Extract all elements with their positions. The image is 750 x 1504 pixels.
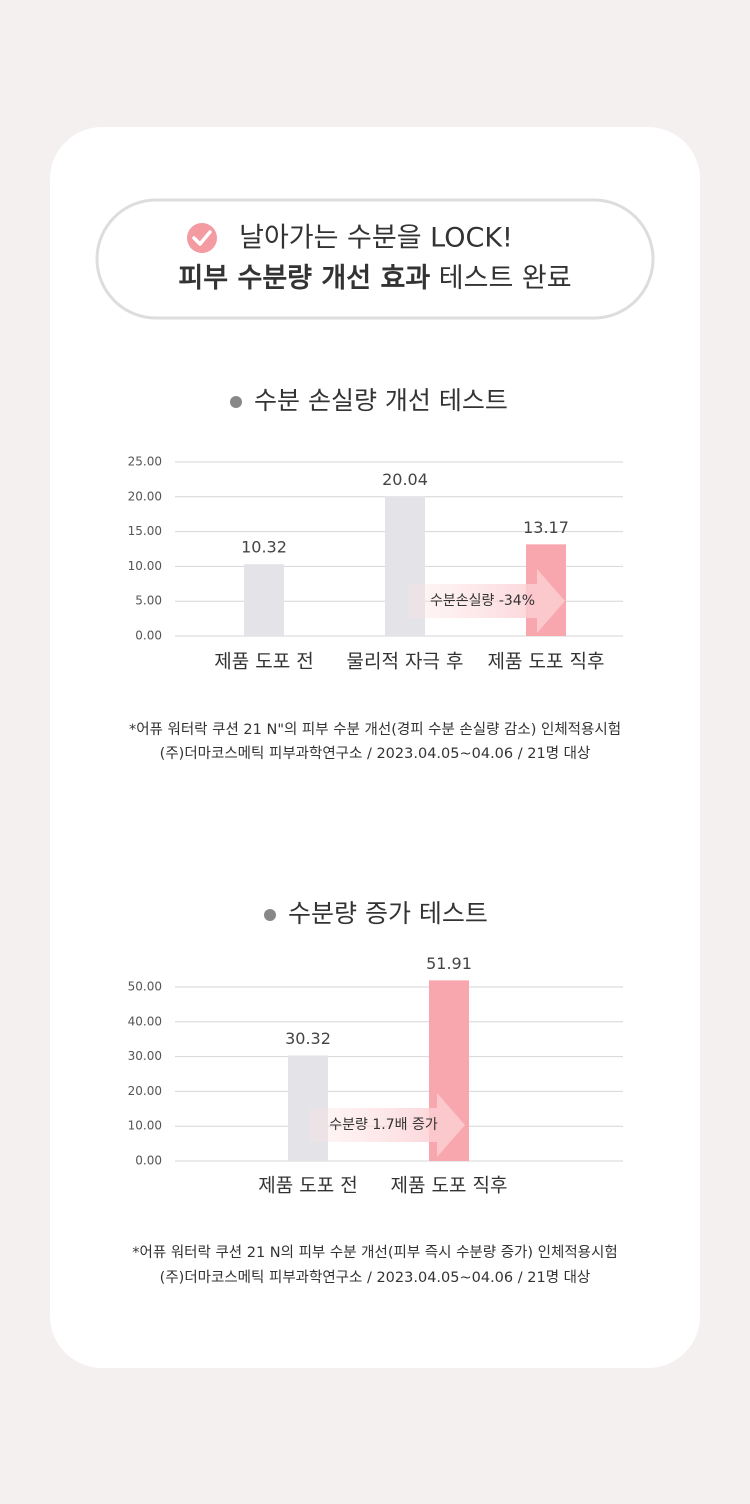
annotation: 수분량 1.7배 증가 [329,1117,438,1133]
y-tick-label: 0.00 [135,1154,162,1168]
y-tick-label: 30.00 [128,1049,162,1063]
x-tick-label: 제품 도포 직후 [488,651,605,673]
value-label: 30.32 [285,1029,331,1048]
check-icon [187,223,217,253]
chart-title: 수분량 증가 테스트 [288,899,488,928]
annotation-arrow [310,1093,465,1157]
y-tick-label: 15.00 [128,524,162,538]
header-pill [95,198,655,320]
chart-title: 수분 손실량 개선 테스트 [254,386,508,415]
title-dot [230,396,242,408]
footnote: *어퓨 워터락 쿠션 21 N"의 피부 수분 개선(경피 수분 손실량 감소)… [129,721,621,738]
x-tick-label: 제품 도포 전 [258,1175,357,1197]
y-tick-label: 40.00 [128,1014,162,1028]
y-tick-label: 50.00 [128,980,162,994]
y-tick-label: 5.00 [135,594,162,608]
y-tick-label: 10.00 [128,1119,162,1133]
footnote: *어퓨 워터락 쿠션 21 N의 피부 수분 개선(피부 즉시 수분량 증가) … [132,1244,617,1261]
annotation: 수분손실량 -34% [430,593,535,609]
value-label: 13.17 [523,518,569,537]
card [50,127,700,1368]
x-tick-label: 제품 도포 전 [214,651,313,673]
header-line1: 날아가는 수분을 LOCK! [239,223,513,254]
bar [244,564,284,636]
x-tick-label: 제품 도포 직후 [391,1175,508,1197]
check-mark [192,230,212,246]
y-tick-label: 20.00 [128,489,162,503]
y-tick-label: 0.00 [135,629,162,643]
title-dot [264,909,276,921]
header-bold: 피부 수분량 개선 효과 [178,263,430,294]
value-label: 10.32 [241,538,287,557]
y-tick-label: 25.00 [128,455,162,469]
footnote: (주)더마코스메틱 피부과학연구소 / 2023.04.05~04.06 / 2… [160,1269,591,1286]
x-tick-label: 물리적 자극 후 [347,651,464,673]
header-rest: 테스트 완료 [439,263,572,294]
annotation-arrow [408,569,565,633]
y-tick-label: 20.00 [128,1084,162,1098]
y-tick-label: 10.00 [128,559,162,573]
footnote: (주)더마코스메틱 피부과학연구소 / 2023.04.05~04.06 / 2… [160,745,591,762]
value-label: 51.91 [426,954,472,973]
header-line2: 피부 수분량 개선 효과 테스트 완료 [178,263,571,294]
value-label: 20.04 [382,470,428,489]
